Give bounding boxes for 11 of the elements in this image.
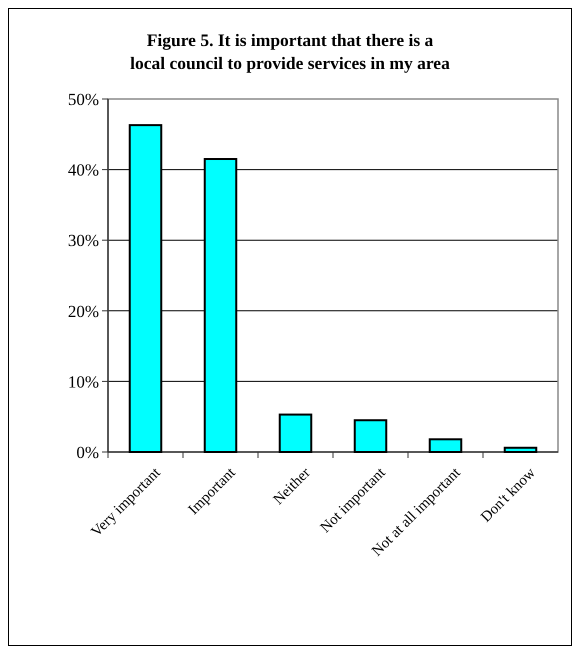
bar <box>504 446 538 453</box>
y-tick-label: 0% <box>76 442 99 462</box>
bar <box>354 419 388 453</box>
y-tick-label: 20% <box>68 302 99 321</box>
y-tick-label: 40% <box>68 160 99 180</box>
y-tick-label: 10% <box>68 372 99 392</box>
y-tick-label: 30% <box>68 231 99 250</box>
bar <box>278 414 312 453</box>
chart-title: Figure 5. It is important that there is a local council to provide services in my area <box>130 30 450 73</box>
bar <box>428 438 462 453</box>
y-tick-label: 50% <box>68 90 99 109</box>
